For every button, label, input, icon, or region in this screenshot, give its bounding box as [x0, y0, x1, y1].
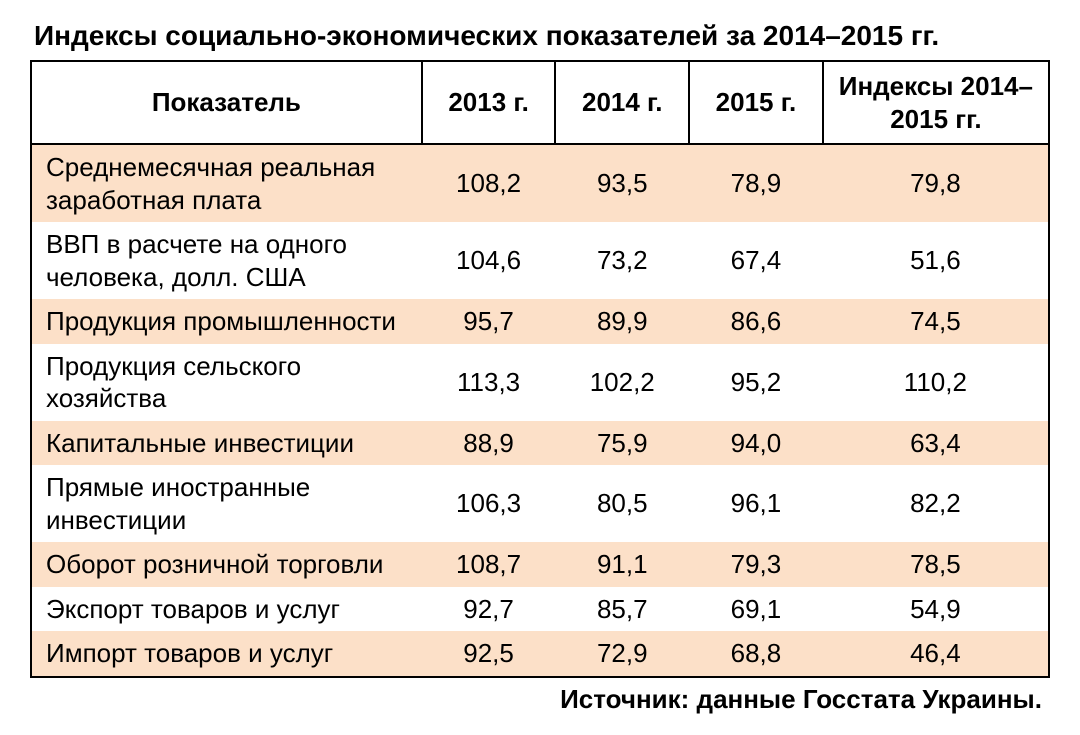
cell-index: 79,8 [823, 144, 1049, 222]
cell-y2015: 79,3 [689, 542, 823, 587]
row-label: Экспорт товаров и услуг [31, 587, 422, 632]
cell-y2014: 102,2 [555, 344, 689, 421]
cell-y2014: 89,9 [555, 299, 689, 344]
cell-y2015: 68,8 [689, 631, 823, 677]
cell-y2015: 67,4 [689, 222, 823, 299]
cell-y2014: 85,7 [555, 587, 689, 632]
cell-index: 78,5 [823, 542, 1049, 587]
cell-index: 74,5 [823, 299, 1049, 344]
row-label: Прямые иностранные инвестиции [31, 465, 422, 542]
table-row: Среднемесячная реальная заработная плата… [31, 144, 1049, 222]
table-row: Импорт товаров и услуг92,572,968,846,4 [31, 631, 1049, 677]
cell-y2014: 75,9 [555, 421, 689, 466]
cell-y2013: 104,6 [422, 222, 556, 299]
cell-y2013: 113,3 [422, 344, 556, 421]
cell-index: 54,9 [823, 587, 1049, 632]
cell-index: 82,2 [823, 465, 1049, 542]
cell-y2015: 94,0 [689, 421, 823, 466]
col-header-2014: 2014 г. [555, 61, 689, 144]
cell-y2015: 78,9 [689, 144, 823, 222]
cell-index: 46,4 [823, 631, 1049, 677]
cell-y2014: 73,2 [555, 222, 689, 299]
cell-y2015: 86,6 [689, 299, 823, 344]
cell-y2014: 72,9 [555, 631, 689, 677]
cell-y2014: 91,1 [555, 542, 689, 587]
col-header-2015: 2015 г. [689, 61, 823, 144]
row-label: Импорт товаров и услуг [31, 631, 422, 677]
col-header-2013: 2013 г. [422, 61, 556, 144]
cell-y2014: 93,5 [555, 144, 689, 222]
economic-indices-table: Показатель 2013 г. 2014 г. 2015 г. Индек… [30, 60, 1050, 678]
cell-y2013: 108,7 [422, 542, 556, 587]
table-row: Оборот розничной торговли108,791,179,378… [31, 542, 1049, 587]
table-row: Продукция промышленности95,789,986,674,5 [31, 299, 1049, 344]
table-body: Среднемесячная реальная заработная плата… [31, 144, 1049, 677]
source-note: Источник: данные Госстата Украины. [30, 684, 1050, 715]
cell-index: 51,6 [823, 222, 1049, 299]
row-label: ВВП в расчете на одного человека, долл. … [31, 222, 422, 299]
table-row: Капитальные инвестиции88,975,994,063,4 [31, 421, 1049, 466]
table-row: ВВП в расчете на одного человека, долл. … [31, 222, 1049, 299]
col-header-indicator: Показатель [31, 61, 422, 144]
row-label: Среднемесячная реальная заработная плата [31, 144, 422, 222]
cell-index: 110,2 [823, 344, 1049, 421]
cell-index: 63,4 [823, 421, 1049, 466]
cell-y2013: 95,7 [422, 299, 556, 344]
row-label: Оборот розничной торговли [31, 542, 422, 587]
cell-y2014: 80,5 [555, 465, 689, 542]
cell-y2013: 106,3 [422, 465, 556, 542]
table-title: Индексы социально-экономических показате… [30, 20, 1050, 52]
table-row: Экспорт товаров и услуг92,785,769,154,9 [31, 587, 1049, 632]
cell-y2013: 92,5 [422, 631, 556, 677]
cell-y2013: 92,7 [422, 587, 556, 632]
row-label: Продукция сельского хозяйства [31, 344, 422, 421]
col-header-index: Индексы 2014–2015 гг. [823, 61, 1049, 144]
cell-y2015: 95,2 [689, 344, 823, 421]
cell-y2013: 108,2 [422, 144, 556, 222]
row-label: Продукция промышленности [31, 299, 422, 344]
cell-y2013: 88,9 [422, 421, 556, 466]
cell-y2015: 69,1 [689, 587, 823, 632]
table-row: Продукция сельского хозяйства113,3102,29… [31, 344, 1049, 421]
row-label: Капитальные инвестиции [31, 421, 422, 466]
table-row: Прямые иностранные инвестиции106,380,596… [31, 465, 1049, 542]
table-header-row: Показатель 2013 г. 2014 г. 2015 г. Индек… [31, 61, 1049, 144]
cell-y2015: 96,1 [689, 465, 823, 542]
